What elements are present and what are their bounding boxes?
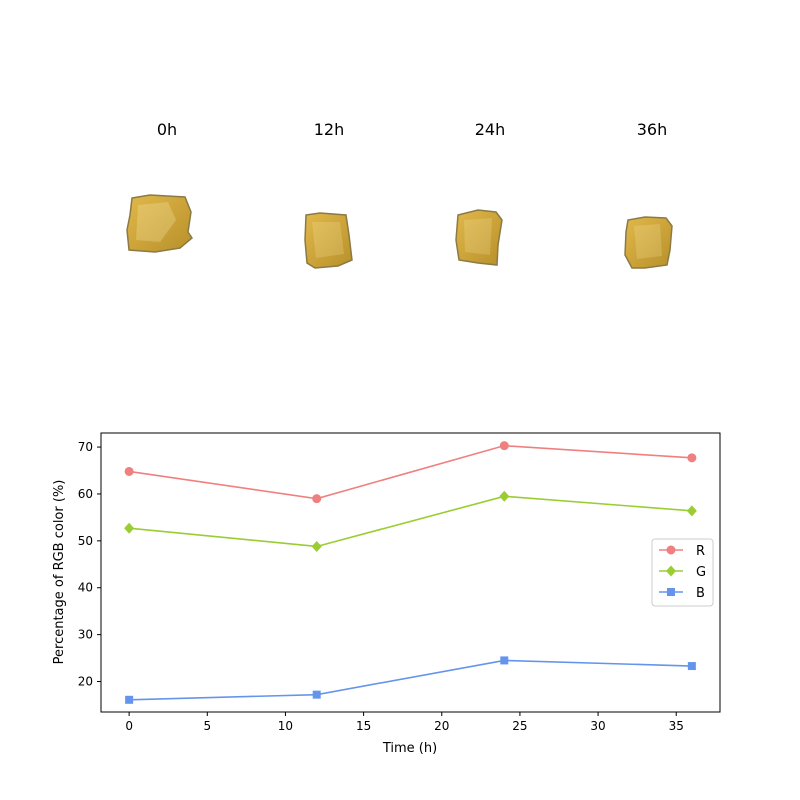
plot-frame — [100, 432, 721, 713]
data-point-b — [500, 656, 509, 665]
x-tick-label: 5 — [203, 719, 211, 733]
data-point-r — [124, 466, 134, 476]
series-line-b — [129, 659, 692, 701]
x-tick-label: 30 — [590, 719, 605, 733]
y-tick-label: 60 — [78, 487, 93, 501]
sample-label-12h: 12h — [313, 120, 345, 139]
series-line-r — [129, 444, 692, 500]
x-tick-label: 20 — [434, 719, 449, 733]
sample-label-24h: 24h — [474, 120, 506, 139]
legend-label-r: R — [696, 544, 705, 559]
y-tick-label: 70 — [78, 440, 93, 454]
legend-label-g: G — [696, 565, 706, 580]
series-lines — [129, 444, 692, 701]
series-line-g — [129, 495, 692, 548]
data-point-g — [311, 540, 322, 552]
sample-images — [126, 194, 673, 269]
data-point-b — [125, 695, 134, 704]
data-point-g — [686, 505, 697, 517]
axis-ticks: 0 5 10 15 20 25 30 35 20 30 40 50 60 70 — [78, 440, 684, 733]
x-axis-label: Time (h) — [382, 741, 437, 756]
y-tick-label: 20 — [78, 675, 93, 689]
data-point-g — [499, 490, 510, 502]
x-tick-label: 10 — [278, 719, 293, 733]
y-axis-label: Percentage of RGB color (%) — [52, 480, 67, 665]
legend-marker-r — [666, 545, 676, 555]
sample-image-12h — [304, 212, 353, 269]
x-tick-label: 35 — [669, 719, 684, 733]
legend: RGB — [651, 538, 714, 607]
x-tick-label: 0 — [125, 719, 133, 733]
y-tick-label: 40 — [78, 581, 93, 595]
legend-marker-g — [666, 565, 676, 577]
y-tick-label: 50 — [78, 534, 93, 548]
sample-label-36h: 36h — [636, 120, 668, 139]
x-tick-label: 25 — [512, 719, 527, 733]
y-tick-label: 30 — [78, 628, 93, 642]
sample-image-0h — [126, 194, 193, 253]
data-point-r — [312, 494, 322, 504]
x-tick-label: 15 — [356, 719, 371, 733]
data-point-b — [312, 690, 321, 699]
sample-image-36h — [624, 216, 673, 269]
legend-marker-b — [667, 588, 675, 596]
legend-label-b: B — [696, 586, 705, 601]
data-point-g — [124, 522, 135, 534]
data-point-r — [499, 441, 509, 451]
series-markers — [124, 441, 697, 704]
data-point-r — [687, 453, 697, 463]
sample-label-0h: 0h — [156, 120, 178, 139]
data-point-b — [687, 662, 696, 671]
sample-image-24h — [455, 209, 503, 266]
